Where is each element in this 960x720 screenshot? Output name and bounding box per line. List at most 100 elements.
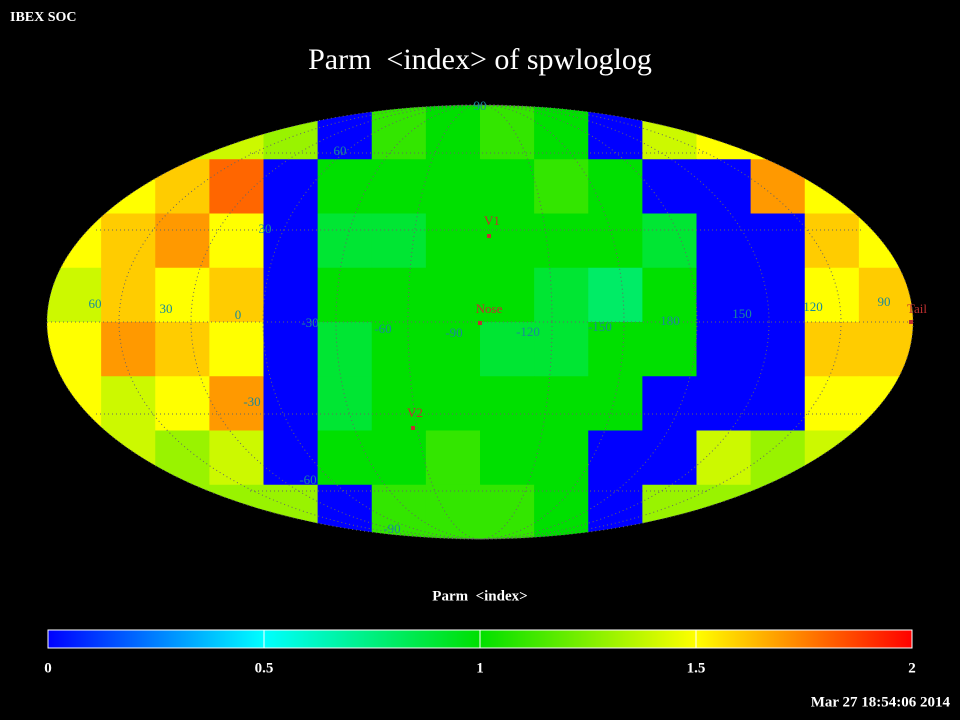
map-cell bbox=[480, 267, 535, 323]
map-cell bbox=[263, 484, 319, 539]
map-cell bbox=[642, 267, 697, 323]
map-cell bbox=[804, 322, 860, 377]
map-cell bbox=[534, 159, 589, 214]
map-cell bbox=[642, 484, 697, 539]
lon-label: 90 bbox=[878, 294, 891, 309]
map-cell bbox=[371, 159, 427, 214]
map-cell bbox=[480, 484, 535, 539]
map-cell bbox=[209, 322, 264, 377]
marker-label: Nose bbox=[476, 301, 503, 316]
map-cell bbox=[858, 376, 913, 431]
map-cell bbox=[750, 105, 806, 160]
map-cell bbox=[263, 105, 319, 160]
colorbar-tick-label: 0 bbox=[44, 660, 52, 676]
map-cell bbox=[209, 376, 264, 431]
map-cell bbox=[534, 213, 589, 269]
map-cell bbox=[101, 267, 156, 323]
map-cell bbox=[858, 105, 913, 160]
map-cell bbox=[425, 376, 481, 431]
map-cell bbox=[750, 322, 806, 377]
map-cell bbox=[425, 322, 481, 377]
map-cell bbox=[858, 484, 913, 539]
map-cell bbox=[101, 105, 156, 160]
map-cell bbox=[425, 213, 481, 269]
colorbar-tick-label: 1.5 bbox=[687, 660, 706, 676]
map-cell bbox=[534, 484, 589, 539]
lat-label: 90 bbox=[474, 98, 487, 113]
map-cell bbox=[534, 267, 589, 323]
map-cell bbox=[858, 430, 913, 486]
marker-label: V2 bbox=[407, 405, 423, 420]
map-cell bbox=[534, 430, 589, 486]
map-cell bbox=[263, 430, 319, 486]
map-cell bbox=[480, 430, 535, 486]
title: Parm <index> of spwloglog bbox=[308, 43, 652, 76]
map-cell bbox=[155, 267, 210, 323]
marker-dot bbox=[478, 321, 482, 325]
map-cell bbox=[47, 322, 102, 377]
map-cell bbox=[804, 159, 860, 214]
map-cell bbox=[804, 430, 860, 486]
map-cell bbox=[47, 213, 102, 269]
map-cell bbox=[750, 213, 806, 269]
map-cell bbox=[425, 267, 481, 323]
header-label: IBEX SOC bbox=[10, 10, 77, 25]
lat-label: -60 bbox=[299, 472, 316, 487]
map-cell bbox=[101, 322, 156, 377]
map-cell bbox=[480, 213, 535, 269]
map-cell bbox=[858, 159, 913, 214]
map-cell bbox=[642, 213, 697, 269]
map-cell bbox=[696, 376, 752, 431]
map-cell bbox=[155, 430, 210, 486]
lon-label: 180 bbox=[660, 313, 680, 328]
map-cell bbox=[263, 159, 319, 214]
map-cell bbox=[534, 322, 589, 377]
map-cell bbox=[155, 376, 210, 431]
map-cell bbox=[750, 267, 806, 323]
map-cell bbox=[317, 267, 373, 323]
map-cell bbox=[371, 213, 427, 269]
map-cell bbox=[263, 267, 319, 323]
colorbar-tick-label: 0.5 bbox=[255, 660, 274, 676]
map-cell bbox=[480, 322, 535, 377]
map-cell bbox=[371, 267, 427, 323]
marker-label: Tail bbox=[907, 301, 927, 316]
map-cell bbox=[534, 105, 589, 160]
lon-label: -150 bbox=[588, 319, 612, 334]
map-cell bbox=[588, 159, 643, 214]
map-cell bbox=[588, 376, 643, 431]
lat-label: -90 bbox=[383, 521, 400, 536]
map-cell bbox=[317, 430, 373, 486]
map-cell bbox=[642, 322, 697, 377]
map-cell bbox=[209, 484, 264, 539]
map-cell bbox=[155, 484, 210, 539]
map-cell bbox=[588, 322, 643, 377]
sky-map bbox=[47, 105, 913, 539]
map-cell bbox=[425, 105, 481, 160]
lat-label: 30 bbox=[259, 221, 272, 236]
map-cell bbox=[750, 430, 806, 486]
map-cell bbox=[47, 105, 102, 160]
map-cell bbox=[588, 105, 643, 160]
map-cell bbox=[750, 376, 806, 431]
map-cell bbox=[155, 322, 210, 377]
map-cell bbox=[425, 159, 481, 214]
marker-dot bbox=[909, 320, 913, 324]
map-cell bbox=[155, 159, 210, 214]
marker-label: V1 bbox=[484, 213, 500, 228]
map-cell bbox=[642, 430, 697, 486]
map-cell bbox=[371, 322, 427, 377]
map-cell bbox=[696, 105, 752, 160]
marker-dot bbox=[487, 234, 491, 238]
map-cell bbox=[642, 159, 697, 214]
map-cell bbox=[101, 213, 156, 269]
map-cell bbox=[371, 430, 427, 486]
map-cell bbox=[642, 376, 697, 431]
map-cell bbox=[317, 376, 373, 431]
map-cell bbox=[696, 322, 752, 377]
lon-label: -60 bbox=[374, 321, 391, 336]
map-cell bbox=[263, 213, 319, 269]
lon-label: -30 bbox=[301, 315, 318, 330]
map-cell bbox=[425, 430, 481, 486]
